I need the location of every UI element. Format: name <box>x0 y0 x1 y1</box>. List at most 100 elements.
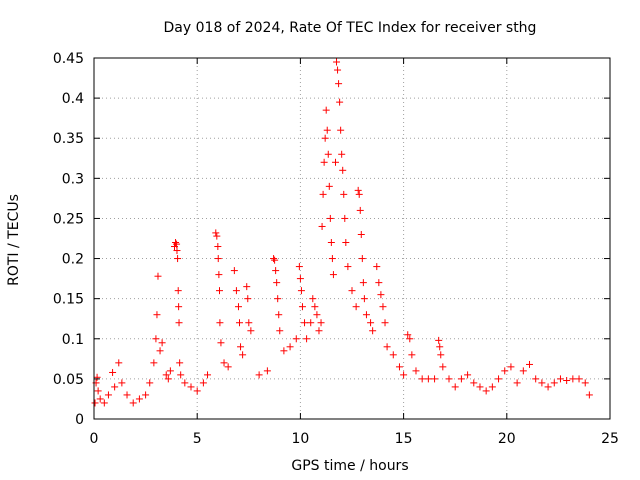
data-point <box>367 319 375 327</box>
data-point <box>153 311 161 319</box>
data-point <box>569 375 577 383</box>
data-point <box>375 279 383 287</box>
data-point <box>204 371 212 379</box>
data-points <box>91 58 593 407</box>
data-point <box>362 311 370 319</box>
data-point <box>513 379 521 387</box>
data-point <box>532 375 540 383</box>
data-point <box>585 391 593 399</box>
data-point <box>298 303 306 311</box>
y-tick-label: 0.1 <box>62 332 84 348</box>
data-point <box>360 295 368 303</box>
data-point <box>352 303 360 311</box>
data-point <box>324 150 332 158</box>
x-tick-label: 10 <box>291 431 309 447</box>
data-point <box>232 287 240 295</box>
data-point <box>348 287 356 295</box>
data-point <box>276 327 284 335</box>
data-point <box>234 303 242 311</box>
data-point <box>323 126 331 134</box>
data-point <box>406 335 414 343</box>
data-point <box>94 387 102 395</box>
data-point <box>329 271 337 279</box>
data-point <box>476 383 484 391</box>
data-point <box>383 343 391 351</box>
data-point <box>239 351 247 359</box>
data-point <box>464 371 472 379</box>
chart-title: Day 018 of 2024, Rate Of TEC Index for r… <box>164 20 537 36</box>
data-point <box>224 363 232 371</box>
data-point <box>311 303 319 311</box>
data-point <box>341 214 349 222</box>
data-point <box>199 379 207 387</box>
data-point <box>217 339 225 347</box>
data-point <box>318 222 326 230</box>
data-point <box>301 319 309 327</box>
data-point <box>556 375 564 383</box>
data-point <box>212 229 220 237</box>
data-point <box>581 379 589 387</box>
data-point <box>135 395 143 403</box>
data-point <box>91 399 99 407</box>
data-point <box>100 399 108 407</box>
data-point <box>154 272 162 280</box>
data-point <box>214 255 222 263</box>
data-point <box>575 375 583 383</box>
data-point <box>236 319 244 327</box>
x-axis: 0 5 10 15 20 25 <box>90 58 619 447</box>
data-point <box>408 351 416 359</box>
data-point <box>243 283 251 291</box>
data-point <box>156 347 164 355</box>
data-point <box>369 327 377 335</box>
data-point <box>295 263 303 271</box>
data-point <box>164 375 172 383</box>
data-point <box>519 367 527 375</box>
data-point <box>356 206 364 214</box>
data-point <box>328 255 336 263</box>
data-point <box>404 331 412 339</box>
data-point <box>297 287 305 295</box>
data-point <box>270 255 278 263</box>
data-point <box>296 275 304 283</box>
y-tick-label: 0.05 <box>53 372 84 388</box>
data-point <box>445 375 453 383</box>
plot-frame <box>93 57 611 420</box>
data-point <box>359 279 367 287</box>
data-point <box>172 239 180 247</box>
y-axis-label: ROTI / TECUs <box>6 194 22 286</box>
data-point <box>220 359 228 367</box>
data-point <box>550 379 558 387</box>
data-point <box>327 239 335 247</box>
data-point <box>337 126 345 134</box>
data-point <box>162 371 170 379</box>
data-point <box>93 373 101 381</box>
data-point <box>457 375 465 383</box>
data-point <box>357 230 365 238</box>
data-point <box>313 311 321 319</box>
data-point <box>175 319 183 327</box>
data-point <box>437 351 445 359</box>
data-point <box>331 158 339 166</box>
data-point <box>563 376 571 384</box>
data-point <box>213 232 221 240</box>
data-point <box>150 359 158 367</box>
data-point <box>118 379 126 387</box>
data-point <box>109 368 117 376</box>
x-axis-label: GPS time / hours <box>291 458 408 474</box>
data-point <box>320 158 328 166</box>
data-point <box>214 243 222 251</box>
y-tick-label: 0.3 <box>62 171 84 187</box>
data-point <box>129 399 137 407</box>
x-tick-label: 15 <box>395 431 413 447</box>
y-tick-label: 0.25 <box>53 211 84 227</box>
y-tick-label: 0.35 <box>53 131 84 147</box>
data-point <box>174 255 182 263</box>
data-point <box>193 387 201 395</box>
data-point <box>431 375 439 383</box>
data-point <box>216 319 224 327</box>
data-point <box>237 343 245 351</box>
data-point <box>526 360 534 368</box>
data-point <box>355 190 363 198</box>
x-tick-label: 25 <box>601 431 619 447</box>
data-point <box>158 339 166 347</box>
